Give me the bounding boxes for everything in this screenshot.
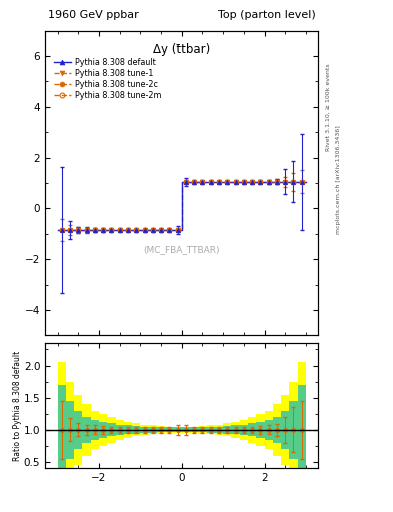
- Text: mcplots.cern.ch [arXiv:1306.3436]: mcplots.cern.ch [arXiv:1306.3436]: [336, 125, 341, 233]
- Text: Top (parton level): Top (parton level): [218, 10, 316, 20]
- Text: (MC_FBA_TTBAR): (MC_FBA_TTBAR): [143, 246, 220, 254]
- Text: Rivet 3.1.10, ≥ 100k events: Rivet 3.1.10, ≥ 100k events: [326, 63, 331, 152]
- Y-axis label: Ratio to Pythia 8.308 default: Ratio to Pythia 8.308 default: [13, 351, 22, 461]
- Text: 1960 GeV ppbar: 1960 GeV ppbar: [48, 10, 139, 20]
- Text: Δy (t̄tbar): Δy (t̄tbar): [153, 43, 210, 56]
- Legend: Pythia 8.308 default, Pythia 8.308 tune-1, Pythia 8.308 tune-2c, Pythia 8.308 tu: Pythia 8.308 default, Pythia 8.308 tune-…: [52, 56, 163, 101]
